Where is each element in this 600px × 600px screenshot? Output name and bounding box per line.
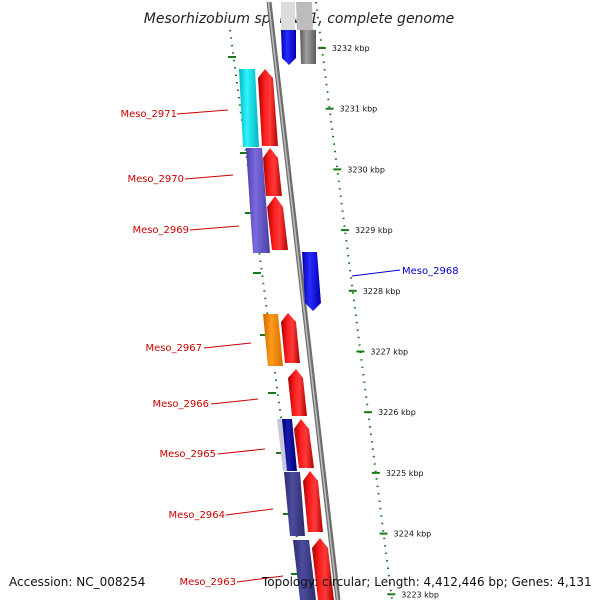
gene-block-top-gray[interactable] [300,30,316,64]
gene-label-meso-2963[interactable]: Meso_2963 [179,577,236,588]
kbp-tick-label: 3232 kbp [332,44,370,53]
gene-label-meso-2969[interactable]: Meso_2969 [132,225,189,236]
gene-arrow-meso-2966[interactable] [288,369,307,416]
gene-label-meso-2965[interactable]: Meso_2965 [159,449,216,460]
gene-label-meso-2968[interactable]: Meso_2968 [402,266,459,277]
gene-label-meso-2964[interactable]: Meso_2964 [168,510,225,521]
gene-block-meso-2964[interactable] [284,472,305,536]
gene-block-meso-2963[interactable] [293,540,316,600]
gene-arrow-meso-2971[interactable] [258,69,278,146]
kbp-tick-label: 3223 kbp [401,590,439,599]
kbp-tick-label: 3224 kbp [394,530,432,539]
genome-backbone [266,1,341,600]
gene-arrow-meso-2969[interactable] [267,196,288,250]
kbp-tick-label: 3226 kbp [378,408,416,417]
gene-arrow-meso-2965[interactable] [294,419,314,468]
kbp-tick-label: 3227 kbp [370,348,408,357]
gene-label-meso-2966[interactable]: Meso_2966 [152,399,209,410]
gene-arrow-top-blue[interactable] [281,30,296,65]
gene-arrow-meso-2970[interactable] [263,148,282,196]
genome-summary-text: Topology: circular; Length: 4,412,446 bp… [261,575,592,589]
gene-label-meso-2970[interactable]: Meso_2970 [127,174,184,185]
kbp-tick-label: 3229 kbp [355,226,393,235]
gene-block-meso-2967[interactable] [263,314,283,366]
gene-arrow-meso-2968[interactable] [302,252,321,311]
kbp-tick-label: 3231 kbp [340,105,378,114]
ruler-guide-line [315,1,393,600]
kbp-tick-label: 3230 kbp [347,165,385,174]
gene-arrow-meso-2964[interactable] [303,471,323,532]
gene-block-meso-2971[interactable] [239,69,259,147]
gene-block-top-blue-strip [281,2,295,30]
gene-block-meso-2965[interactable] [282,419,297,471]
gene-features [239,2,334,600]
kbp-tick-label: 3225 kbp [386,469,424,478]
gene-arrow-meso-2967[interactable] [281,313,300,363]
kbp-tick-label: 3228 kbp [363,287,401,296]
gene-arrow-meso-2963[interactable] [312,538,334,600]
accession-text: Accession: NC_008254 [9,575,145,589]
kbp-axis: 3232 kbp 3231 kbp 3230 kbp 3229 kbp 3228 kbp… [317,44,439,599]
gene-labels: Meso_2971 Meso_2970 Meso_2969 Meso_2968 … [120,109,458,588]
gene-label-meso-2971[interactable]: Meso_2971 [120,109,177,120]
gene-block-top-gray-strip[interactable] [296,2,313,30]
gene-block-meso-2970[interactable] [246,148,270,253]
gene-label-meso-2967[interactable]: Meso_2967 [145,343,202,354]
